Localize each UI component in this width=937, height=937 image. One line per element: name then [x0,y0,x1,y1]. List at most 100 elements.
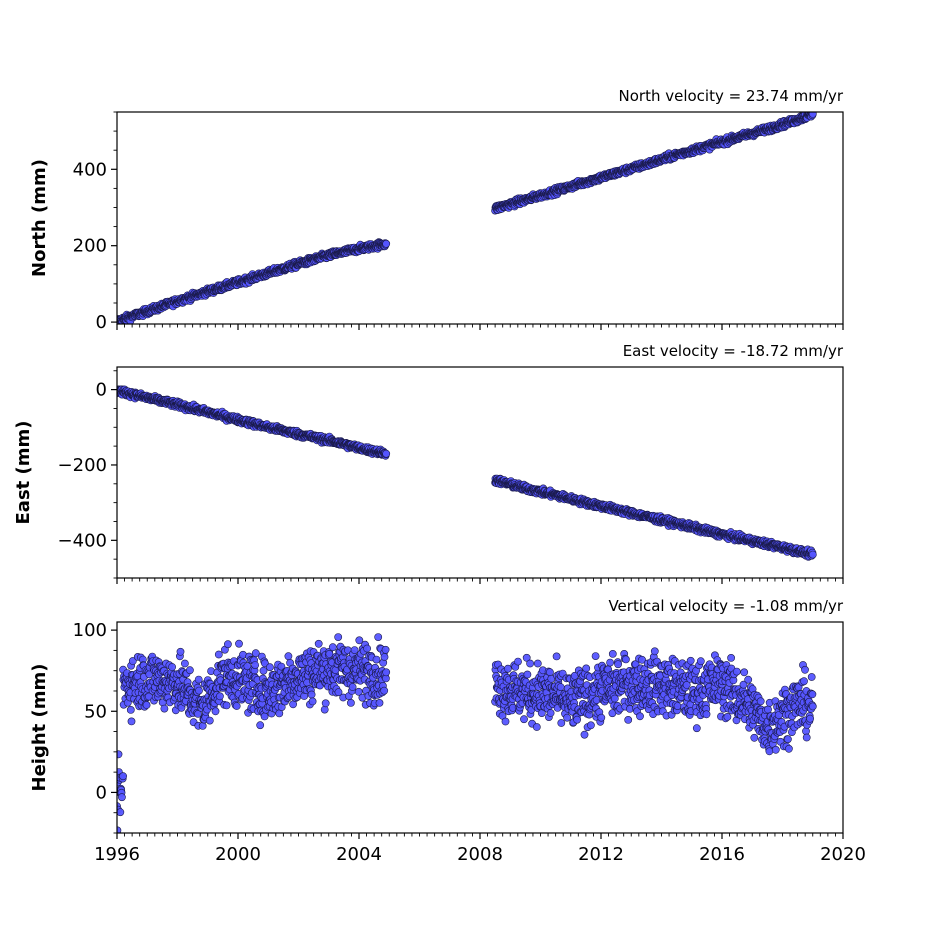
y-tick-label: 200 [73,236,107,257]
y-tick-label: 0 [96,380,107,401]
data-point [622,655,630,664]
data-point [128,657,137,665]
data-point [382,668,391,677]
data-point [168,663,176,671]
y-axis-label: East (mm) [13,421,34,525]
plot-frame [116,366,844,579]
y-axis-label: North (mm) [29,159,50,277]
x-axis [116,324,844,330]
data-point [808,550,817,559]
data-point [214,650,223,659]
chart-panels: 0 200 400 North velocity = 23.74 mm/yr North… [13,87,866,865]
data-point [382,239,391,248]
data-point [314,639,323,648]
panel-title: North velocity = 23.74 mm/yr [619,87,844,105]
data-point [205,716,214,725]
y-tick-label: 0 [96,312,107,333]
data-point [243,662,252,671]
data-point [587,721,595,730]
data-point [284,652,293,661]
scatter-points [117,633,817,833]
y-axis: −400 −200 0 [58,370,117,579]
data-point [624,716,633,724]
data-point [160,704,169,713]
data-point [223,640,232,649]
data-point [363,644,371,653]
data-point [251,661,259,669]
data-point [307,690,316,699]
y-axis: 0 200 400 [73,111,117,333]
data-point [514,657,522,666]
data-point [380,686,389,695]
data-point [117,750,123,759]
data-point [321,699,330,708]
data-point [533,659,542,668]
data-point [259,666,268,675]
data-point [308,697,317,706]
data-point [573,715,581,724]
panel-3: 1996 2000 2004 2008 2012 2016 2020050100Vertic… [29,597,866,865]
data-point [260,712,269,721]
data-point [597,713,606,722]
data-point [636,712,644,721]
data-point [552,652,561,661]
data-point [346,699,355,707]
data-point [372,655,381,664]
y-tick-label: 400 [73,159,107,180]
data-point [320,705,329,714]
panel-title: East velocity = -18.72 mm/yr [623,342,844,360]
data-point [580,730,589,739]
data-point [119,772,127,781]
data-point [256,721,265,730]
panel-2: −400 −200 0 East velocity = -18.72 mm/yr Eas… [13,342,844,584]
scatter-points [117,112,817,324]
x-axis [116,578,844,584]
data-point [563,713,571,722]
data-point [195,686,203,695]
data-point [520,715,528,724]
data-point [382,449,391,458]
data-point [557,719,566,727]
data-point [194,675,203,684]
data-point [127,717,136,726]
data-point [546,709,555,717]
data-point [222,701,231,710]
data-point [180,659,189,668]
data-point [501,717,510,726]
data-point [126,706,135,714]
data-point [117,808,125,817]
data-point [374,633,383,641]
data-point [606,658,614,667]
data-point [614,660,622,669]
data-point [232,702,241,710]
panel-1: 0 200 400 North velocity = 23.74 mm/yr North… [29,87,844,333]
data-point [350,646,359,654]
data-point [328,643,337,652]
data-point [808,112,817,118]
y-tick-label: −400 [58,530,107,551]
data-point [556,683,565,691]
data-point [215,692,224,701]
scatter-points [117,385,817,561]
data-point [185,666,194,675]
data-point [375,699,384,707]
data-point [381,645,390,654]
data-point [235,639,243,648]
data-point [380,653,389,661]
y-tick-label: −200 [58,455,107,476]
data-point [591,652,600,660]
data-point [194,710,202,718]
data-point [348,683,357,691]
data-point [176,647,185,656]
data-point [582,664,591,673]
data-point [526,659,534,668]
data-point [608,650,617,658]
data-point [532,723,541,731]
data-point [325,650,334,658]
data-point [503,664,512,673]
data-point [251,649,260,658]
data-point [142,701,151,709]
data-point [211,707,220,716]
data-point [118,793,126,802]
